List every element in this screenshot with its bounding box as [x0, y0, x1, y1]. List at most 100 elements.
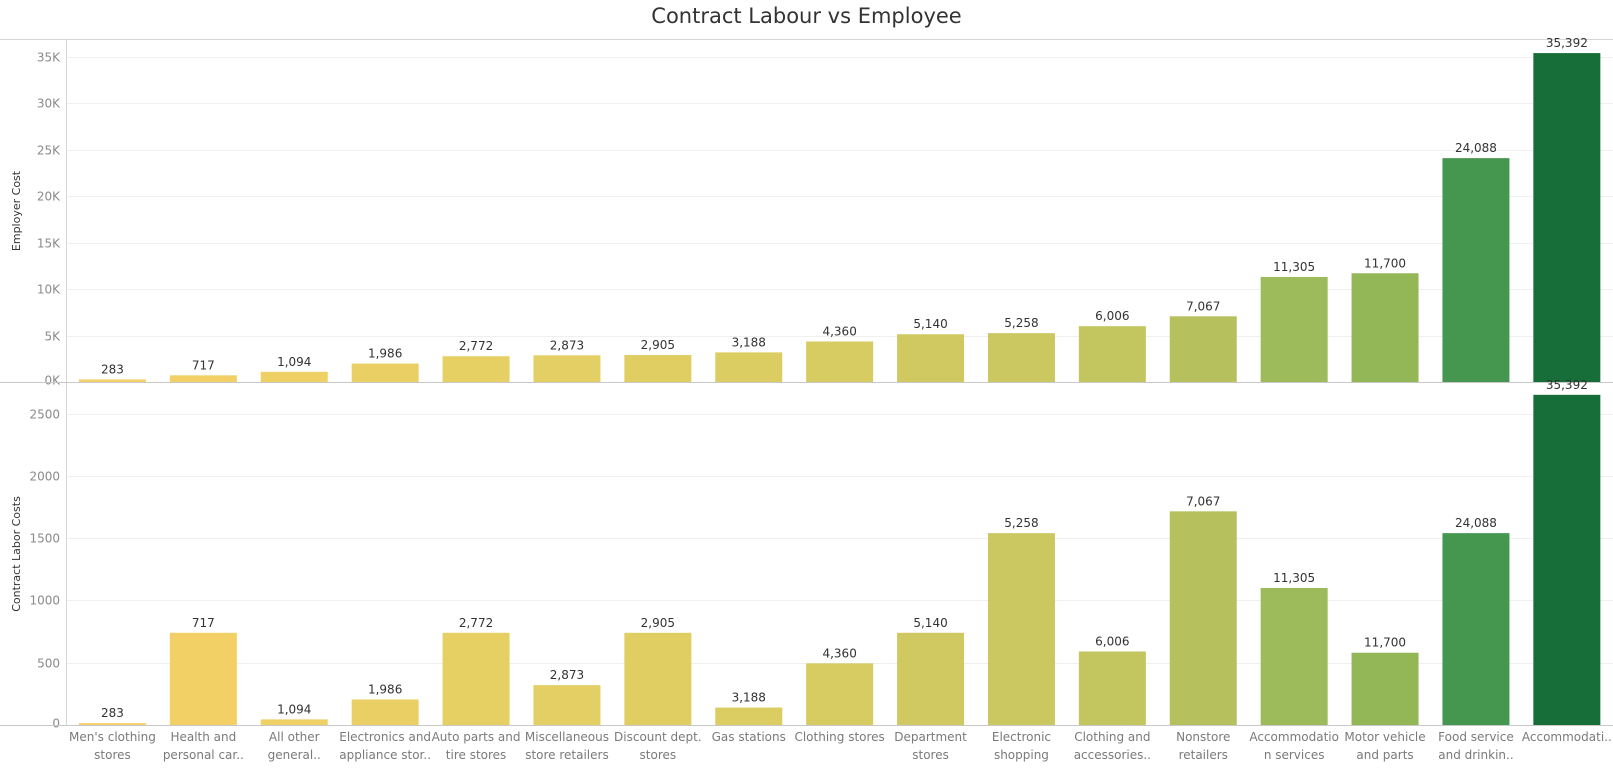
x-category-label: Miscellaneous store retailers: [525, 730, 609, 762]
bar-panel-2: [624, 632, 692, 725]
x-category-label-line: n services: [1264, 748, 1325, 762]
data-label-panel-2: 7,067: [1186, 494, 1220, 508]
y-tick-label-panel-2: 2000: [29, 470, 60, 484]
x-category-label-line: Miscellaneous: [525, 730, 609, 744]
bar-panel-1: [533, 355, 601, 382]
data-label-panel-2: 24,088: [1455, 516, 1497, 530]
x-category-label-line: Clothing stores: [794, 730, 884, 744]
y-axis-title-panel-2: Contract Labor Costs: [10, 496, 23, 612]
data-label-panel-1: 11,305: [1273, 260, 1315, 274]
data-label-panel-2: 283: [101, 706, 124, 720]
bar-panel-2: [1169, 511, 1237, 725]
data-label-panel-1: 1,986: [368, 347, 402, 361]
bar-panel-1: [169, 375, 237, 382]
bar-panel-1: [1169, 316, 1237, 382]
x-category-label: Clothing and accessories..: [1074, 730, 1151, 762]
bar-panel-1: [624, 355, 692, 382]
x-category-label-line: stores: [94, 748, 131, 762]
x-category-label-line: Electronics and: [339, 730, 431, 744]
x-category-label: Accommodatio n services: [1249, 730, 1339, 762]
x-category-label-line: Electronic: [992, 730, 1051, 744]
data-label-panel-2: 35,392: [1546, 378, 1588, 392]
x-category-label: Motor vehicle and parts: [1344, 730, 1425, 762]
bar-panel-1: [987, 333, 1055, 382]
data-label-panel-1: 2,873: [550, 338, 584, 352]
bar-panel-2: [1442, 533, 1510, 725]
bar-panel-2: [169, 632, 237, 725]
bar-panel-2: [442, 632, 510, 725]
x-category-label-line: Nonstore: [1176, 730, 1230, 744]
x-category-label: Clothing stores: [794, 730, 884, 744]
bar-panel-2: [1078, 651, 1146, 725]
bar-panel-2: [806, 663, 874, 725]
bar-panel-2: [987, 533, 1055, 725]
data-label-panel-2: 2,873: [550, 668, 584, 682]
x-category-label-line: stores: [912, 748, 949, 762]
x-category-label-line: appliance stor..: [339, 748, 431, 762]
bar-panel-1: [1078, 326, 1146, 382]
x-category-label-line: retailers: [1179, 748, 1228, 762]
y-tick-label-panel-1: 5K: [44, 330, 61, 344]
bar-panel-2: [78, 723, 146, 725]
bar-panel-2: [1260, 587, 1328, 725]
x-category-label-line: Discount dept.: [614, 730, 702, 744]
data-label-panel-2: 1,986: [368, 682, 402, 696]
bar-panel-1: [351, 363, 419, 382]
data-label-panel-1: 3,188: [732, 335, 766, 349]
data-label-panel-2: 717: [192, 616, 215, 630]
x-category-label-line: Food service: [1438, 730, 1514, 744]
bar-panel-1: [1533, 53, 1601, 383]
x-category-label: Men's clothing stores: [69, 730, 156, 762]
data-label-panel-1: 2,772: [459, 339, 493, 353]
bar-panel-2: [897, 632, 965, 725]
data-label-panel-2: 11,700: [1364, 636, 1406, 650]
data-label-panel-1: 717: [192, 358, 215, 372]
y-tick-label-panel-1: 30K: [37, 97, 61, 111]
x-category-label-line: tire stores: [446, 748, 507, 762]
x-category-label: Electronic shopping: [992, 730, 1051, 762]
y-tick-label-panel-2: 500: [37, 657, 60, 671]
x-category-label: Accommodati..: [1522, 730, 1612, 744]
bar-panel-1: [260, 371, 328, 382]
data-label-panel-1: 6,006: [1095, 309, 1129, 323]
data-label-panel-1: 35,392: [1546, 36, 1588, 50]
data-label-panel-1: 1,094: [277, 355, 311, 369]
data-label-panel-1: 7,067: [1186, 299, 1220, 313]
bar-panel-2: [351, 699, 419, 725]
x-category-label-line: Clothing and: [1074, 730, 1150, 744]
bar-panel-1: [78, 379, 146, 382]
x-category-label: Auto parts and tire stores: [432, 730, 521, 762]
bar-panel-1: [1260, 276, 1328, 382]
x-category-label-line: Motor vehicle: [1344, 730, 1425, 744]
x-category-label-line: All other: [269, 730, 320, 744]
x-category-label-line: store retailers: [525, 748, 609, 762]
data-label-panel-2: 1,094: [277, 702, 311, 716]
y-tick-label-panel-1: 25K: [37, 144, 61, 158]
y-tick-label-panel-1: 15K: [37, 237, 61, 251]
x-category-label: Gas stations: [712, 730, 786, 744]
x-category-label-line: accessories..: [1074, 748, 1151, 762]
x-category-label-line: stores: [640, 748, 677, 762]
x-category-label: Department stores: [894, 730, 967, 762]
x-category-label-line: and drinkin..: [1438, 748, 1513, 762]
x-category-label-line: Accommodatio: [1249, 730, 1339, 744]
x-category-label: Nonstore retailers: [1176, 730, 1230, 762]
data-label-panel-2: 2,905: [641, 616, 675, 630]
x-category-label: Health and personal car..: [163, 730, 244, 762]
y-tick-label-panel-1: 35K: [37, 51, 61, 65]
bar-panel-1: [1442, 158, 1510, 382]
data-label-panel-2: 5,258: [1004, 516, 1038, 530]
y-tick-label-panel-2: 2500: [29, 408, 60, 422]
data-label-panel-2: 4,360: [822, 646, 856, 660]
bar-panel-1: [806, 341, 874, 382]
y-axis-title-panel-1: Employer Cost: [10, 170, 23, 251]
x-category-label-line: Gas stations: [712, 730, 786, 744]
bar-panel-2: [260, 719, 328, 725]
x-category-label-line: Accommodati..: [1522, 730, 1612, 744]
y-tick-label-panel-2: 0: [52, 717, 60, 731]
bar-panel-1: [897, 334, 965, 382]
bar-panel-2: [1351, 652, 1419, 725]
bar-panel-1: [715, 352, 783, 382]
data-label-panel-2: 11,305: [1273, 571, 1315, 585]
